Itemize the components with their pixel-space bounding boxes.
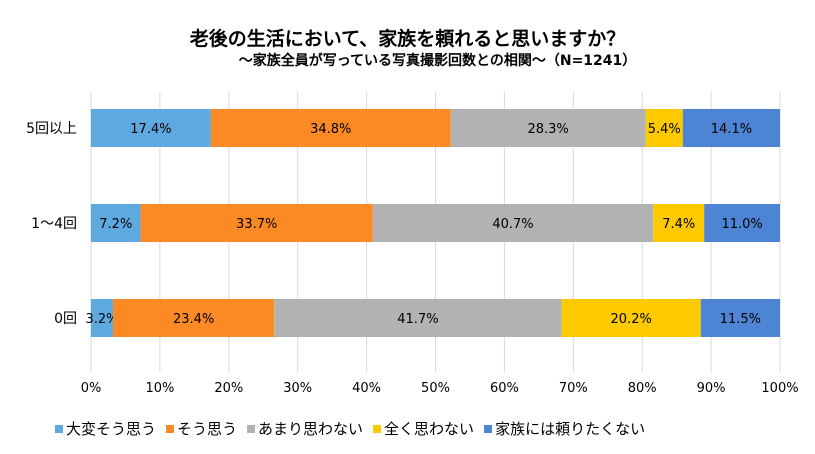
- bar-segment: [645, 109, 683, 147]
- legend-label: あまり思わない: [258, 420, 364, 438]
- data-label: 7.2%: [99, 217, 132, 232]
- legend-item: 全く思わない: [373, 418, 474, 439]
- data-label: 11.5%: [720, 312, 761, 327]
- x-tick-label: 90%: [697, 381, 726, 396]
- data-label: 14.1%: [711, 122, 752, 137]
- legend-label: 全く思わない: [384, 420, 475, 438]
- data-label: 17.4%: [130, 122, 171, 137]
- data-label: 23.4%: [173, 312, 214, 327]
- bar-segment: [561, 299, 701, 337]
- chart-legend: 大変そう思う そう思う あまり思わない 全く思わない 家族には頼りたくない: [55, 418, 655, 439]
- bar-segment: [274, 299, 562, 337]
- bar-segment: [140, 204, 373, 242]
- data-label: 40.7%: [492, 217, 533, 232]
- legend-item: そう思う: [166, 418, 237, 439]
- legend-swatch: [484, 424, 493, 433]
- data-label: 5.4%: [648, 122, 681, 137]
- bar-segment: [372, 204, 654, 242]
- bar-segment: [450, 109, 646, 147]
- data-label: 7.4%: [662, 217, 695, 232]
- legend-item: あまり思わない: [247, 418, 363, 439]
- x-tick-label: 70%: [559, 381, 588, 396]
- bar-segment: [113, 299, 275, 337]
- bar-segment: [704, 204, 780, 242]
- data-label: 34.8%: [310, 122, 351, 137]
- bar-segment: [653, 204, 705, 242]
- x-tick-label: 10%: [145, 381, 174, 396]
- chart-title: 老後の生活において、家族を頼れると思いますか？: [189, 28, 626, 50]
- data-label: 20.2%: [611, 312, 652, 327]
- data-label: 28.3%: [527, 122, 568, 137]
- legend-label: そう思う: [177, 420, 238, 438]
- chart-subtitle: ～家族全員が写っている写真撮影回数との相関～（N=1241）: [238, 53, 637, 69]
- x-tick-label: 50%: [421, 381, 450, 396]
- x-tick-label: 80%: [628, 381, 657, 396]
- bar-segment: [210, 109, 451, 147]
- y-category-label: 0回: [54, 311, 77, 327]
- bar-segment: [700, 299, 780, 337]
- x-tick-label: 100%: [761, 381, 798, 396]
- bar-segment: [91, 109, 211, 147]
- y-category-label: 1～4回: [31, 216, 77, 232]
- legend-swatch: [373, 424, 382, 433]
- data-label: 33.7%: [236, 217, 277, 232]
- legend-label: 家族には頼りたくない: [495, 420, 646, 438]
- legend-label: 大変そう思う: [66, 420, 157, 438]
- legend-swatch: [55, 424, 63, 433]
- bar-segment: [682, 109, 780, 147]
- legend-item: 家族には頼りたくない: [484, 418, 645, 439]
- x-tick-label: 40%: [352, 381, 381, 396]
- legend-swatch: [247, 424, 256, 433]
- data-label: 41.7%: [397, 312, 438, 327]
- bar-segment: [91, 299, 114, 337]
- x-tick-label: 20%: [214, 381, 243, 396]
- data-label: 11.0%: [721, 217, 762, 232]
- x-tick-label: 0%: [81, 381, 102, 396]
- data-label: 3.2%: [86, 312, 119, 327]
- bar-segment: [91, 204, 141, 242]
- y-category-label: 5回以上: [26, 121, 77, 137]
- legend-item: 大変そう思う: [55, 418, 156, 439]
- legend-swatch: [166, 424, 175, 433]
- x-tick-label: 60%: [490, 381, 519, 396]
- x-tick-label: 30%: [283, 381, 312, 396]
